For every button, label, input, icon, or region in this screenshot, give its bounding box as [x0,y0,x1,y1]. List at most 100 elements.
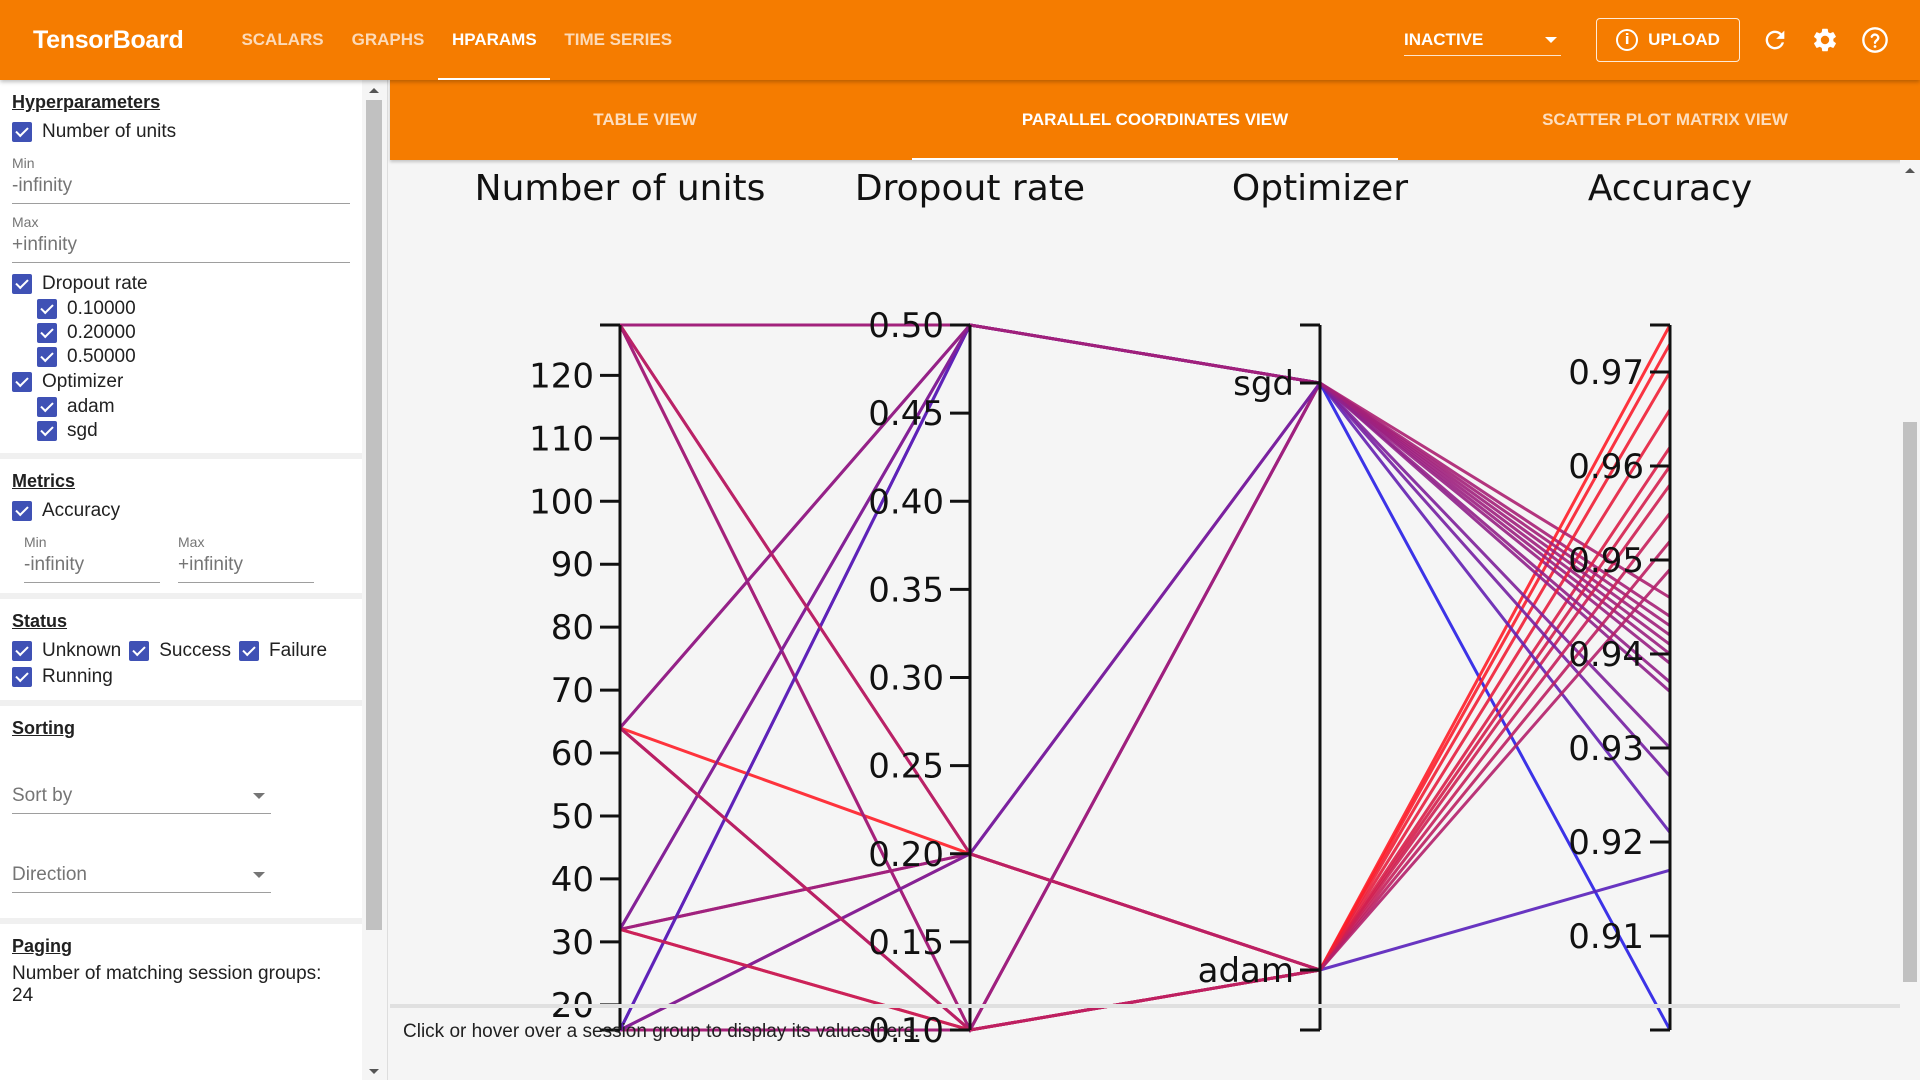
tab-hparams[interactable]: HPARAMS [438,0,551,80]
tab-time-series[interactable]: TIME SERIES [564,30,673,49]
dropout-value-label: 0.20000 [67,322,136,343]
tick-label: 0.95 [1568,541,1644,581]
axis-optimizer[interactable]: Optimizer sgd adam [1198,168,1409,1032]
session-line[interactable] [618,324,1672,1032]
units-checkbox-row[interactable]: Number of units [12,119,350,145]
main-scroll-thumb[interactable] [1903,422,1917,982]
checkbox-checked-icon[interactable] [37,323,57,343]
tick-label: 70 [551,671,594,711]
dropout-checkbox-row[interactable]: Dropout rate [12,271,350,297]
session-line[interactable] [618,323,1672,1031]
dropout-value-row[interactable]: 0.20000 [37,321,350,345]
axis-title: Optimizer [1232,168,1408,209]
session-line[interactable] [618,323,1672,1031]
upload-button[interactable]: i UPLOAD [1596,18,1740,62]
tick-label: 0.35 [868,570,944,610]
sorting-section: Sorting Sort by Direction [0,706,362,924]
direction-label: Direction [12,864,87,885]
sidebar-scrollbar[interactable] [362,80,387,1080]
inactive-plugins-select[interactable]: INACTIVE [1404,24,1561,56]
tick-label: 50 [551,797,594,837]
axis-accuracy[interactable]: Accuracy 0.97 0.96 0.95 0.94 0.93 0.92 0.91 [1568,168,1752,1032]
checkbox-checked-icon[interactable] [129,641,150,661]
status-success-row[interactable]: Success [129,638,231,664]
matching-groups-count: 24 [12,985,34,1006]
tab-graphs[interactable]: GRAPHS [351,30,425,49]
sort-by-select[interactable]: Sort by [12,779,271,814]
tick-label: 0.94 [1568,635,1644,675]
accuracy-max-input[interactable]: +infinity [178,550,314,583]
session-line[interactable] [620,323,1671,693]
checkbox-checked-icon[interactable] [37,397,57,417]
status-title: Status [12,611,68,631]
scroll-up-icon[interactable] [1905,168,1915,173]
session-line[interactable] [619,540,1672,1032]
checkbox-checked-icon[interactable] [37,347,57,367]
checkbox-checked-icon[interactable] [12,122,32,142]
tick-label: 0.93 [1568,729,1644,769]
checkbox-checked-icon[interactable] [12,274,32,294]
session-line[interactable] [619,512,1672,1032]
dropout-value-row[interactable]: 0.50000 [37,345,350,369]
session-line[interactable] [618,324,1672,972]
hyperparameters-section: Hyperparameters Number of units Min -inf… [0,80,362,459]
units-min-field: Min -infinity [12,155,350,204]
tab-parallel-coordinates-view[interactable]: PARALLEL COORDINATES VIEW [900,80,1410,160]
axis-dropout-rate[interactable]: Dropout rate 0.50 0.45 0.40 0.35 0.30 0.25 0.20… [855,168,1085,1051]
accuracy-min-field: Min -infinity [24,534,160,583]
tick-label: 120 [529,356,594,396]
help-icon[interactable] [1860,25,1890,55]
session-line[interactable] [619,324,1672,972]
units-label: Number of units [42,121,177,142]
tick-label: 30 [551,923,594,963]
checkbox-checked-icon[interactable] [239,641,260,661]
info-icon: i [1616,29,1639,51]
status-failure-row[interactable]: Failure [239,638,327,664]
tab-scalars[interactable]: SCALARS [241,30,324,49]
session-line[interactable] [620,323,1671,628]
checkbox-checked-icon[interactable] [37,421,57,441]
status-unknown-row[interactable]: Unknown [12,638,121,664]
checkbox-checked-icon[interactable] [12,641,32,661]
status-running-row[interactable]: Running [12,664,113,690]
tab-scatter-plot-matrix-view[interactable]: SCATTER PLOT MATRIX VIEW [1542,110,1788,129]
checkbox-checked-icon[interactable] [12,501,32,521]
session-line[interactable] [618,324,1672,972]
checkbox-checked-icon[interactable] [12,667,32,687]
sidebar-scroll-thumb[interactable] [366,100,382,930]
direction-select[interactable]: Direction [12,858,271,893]
tick-label: 0.10 [868,1011,944,1051]
tick-label: 0.91 [1568,917,1644,957]
optimizer-value-row[interactable]: adam [37,395,350,419]
checkbox-checked-icon[interactable] [37,299,57,319]
units-max-input[interactable]: +infinity [12,230,350,263]
units-min-input[interactable]: -infinity [12,171,350,204]
chevron-down-icon [1545,36,1557,43]
session-line[interactable] [619,343,1672,1032]
plugin-nav: SCALARS GRAPHS HPARAMS TIME SERIES [227,0,686,80]
checkbox-checked-icon[interactable] [12,372,32,392]
settings-gear-icon[interactable] [1810,25,1840,55]
scroll-down-icon[interactable] [369,1069,379,1074]
tick-label: 0.96 [1568,447,1644,487]
chevron-down-icon [253,872,265,878]
hyperparameters-title: Hyperparameters [12,92,161,112]
tick-label: 0.20 [868,835,944,875]
tab-table-view[interactable]: TABLE VIEW [593,110,697,129]
chevron-down-icon [253,793,265,799]
optimizer-value-row[interactable]: sgd [37,419,350,443]
accuracy-min-input[interactable]: -infinity [24,550,160,583]
session-info-text: Click or hover over a session group to d… [403,1021,920,1042]
main-scrollbar[interactable] [1900,160,1920,1080]
session-line[interactable] [618,324,1671,1034]
parallel-coordinates-svg[interactable]: Number of units1201101009080706050403020… [390,160,1900,1080]
tick-label: 0.30 [868,659,944,699]
scroll-up-icon[interactable] [369,88,379,93]
tick-label: 40 [551,860,594,900]
session-line[interactable] [619,380,1672,1032]
dropout-value-row[interactable]: 0.10000 [37,297,350,321]
optimizer-checkbox-row[interactable]: Optimizer [12,369,350,395]
accuracy-checkbox-row[interactable]: Accuracy [12,498,350,524]
refresh-icon[interactable] [1760,25,1790,55]
